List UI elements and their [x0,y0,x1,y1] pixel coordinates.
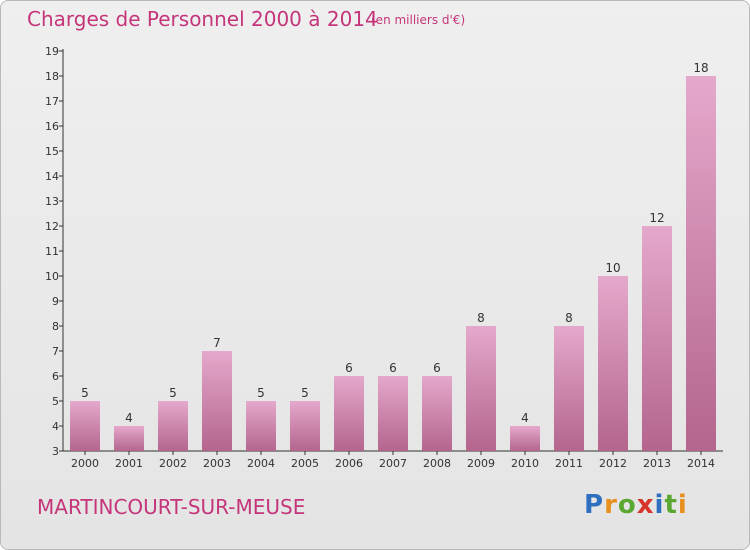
x-tick-label: 2009 [467,457,495,470]
y-tick-label: 19 [45,45,59,58]
bar [554,326,584,451]
bar [686,76,716,451]
data-label: 12 [649,211,664,225]
x-tick-label: 2002 [159,457,187,470]
bar [378,376,408,451]
y-tick-label: 5 [52,395,59,408]
y-tick-label: 18 [45,70,59,83]
data-label: 5 [81,386,89,400]
bar [246,401,276,451]
data-label: 4 [521,411,529,425]
y-tick-label: 7 [52,345,59,358]
logo-letter: r [604,490,618,520]
data-label: 7 [213,336,221,350]
x-tick-label: 2012 [599,457,627,470]
data-label: 5 [169,386,177,400]
x-tick-label: 2006 [335,457,363,470]
x-tick-label: 2014 [687,457,715,470]
x-tick-label: 2000 [71,457,99,470]
y-tick-label: 3 [52,445,59,458]
bar [202,351,232,451]
data-label: 6 [433,361,441,375]
y-tick-label: 4 [52,420,59,433]
x-tick-label: 2008 [423,457,451,470]
bar [642,226,672,451]
x-tick-label: 2003 [203,457,231,470]
bars [70,76,716,451]
logo-letter: P [584,490,605,520]
data-label: 5 [257,386,265,400]
y-tick-label: 10 [45,270,59,283]
y-tick-label: 17 [45,95,59,108]
logo-letter: t [664,490,678,520]
chart-subtitle: (en milliers d'€) [371,13,466,27]
bar [70,401,100,451]
data-label: 8 [477,311,485,325]
data-label: 8 [565,311,573,325]
x-tick-label: 2013 [643,457,671,470]
x-tick-label: 2007 [379,457,407,470]
y-tick-label: 6 [52,370,59,383]
commune-name: MARTINCOURT-SUR-MEUSE [37,495,306,519]
x-tick-label: 2001 [115,457,143,470]
x-tick-label: 2004 [247,457,275,470]
y-tick-label: 11 [45,245,59,258]
proxiti-logo: Proxiti [584,490,688,520]
bar [422,376,452,451]
x-tick-label: 2011 [555,457,583,470]
logo-letter: x [636,490,655,520]
data-label: 4 [125,411,133,425]
bar [334,376,364,451]
data-label: 6 [389,361,397,375]
bar [158,401,188,451]
y-tick-label: 9 [52,295,59,308]
labels: 5 2000 4 2001 5 2002 7 2003 5 2004 5 2005 6 2006 6 2007… [71,61,715,470]
bar [466,326,496,451]
bar [598,276,628,451]
data-label: 6 [345,361,353,375]
chart-title: Charges de Personnel 2000 à 2014 [27,7,378,31]
bar [290,401,320,451]
bar [114,426,144,451]
logo-letter: i [677,490,688,520]
data-label: 18 [693,61,708,75]
y-tick-label: 16 [45,120,59,133]
data-label: 10 [605,261,620,275]
bar [510,426,540,451]
y-tick-label: 8 [52,320,59,333]
logo-letter: o [617,490,637,520]
logo-letter: i [654,490,665,520]
x-tick-label: 2010 [511,457,539,470]
y-tick-label: 14 [45,170,59,183]
y-tick-label: 15 [45,145,59,158]
data-label: 5 [301,386,309,400]
y-tick-label: 13 [45,195,59,208]
x-tick-label: 2005 [291,457,319,470]
y-tick-label: 12 [45,220,59,233]
